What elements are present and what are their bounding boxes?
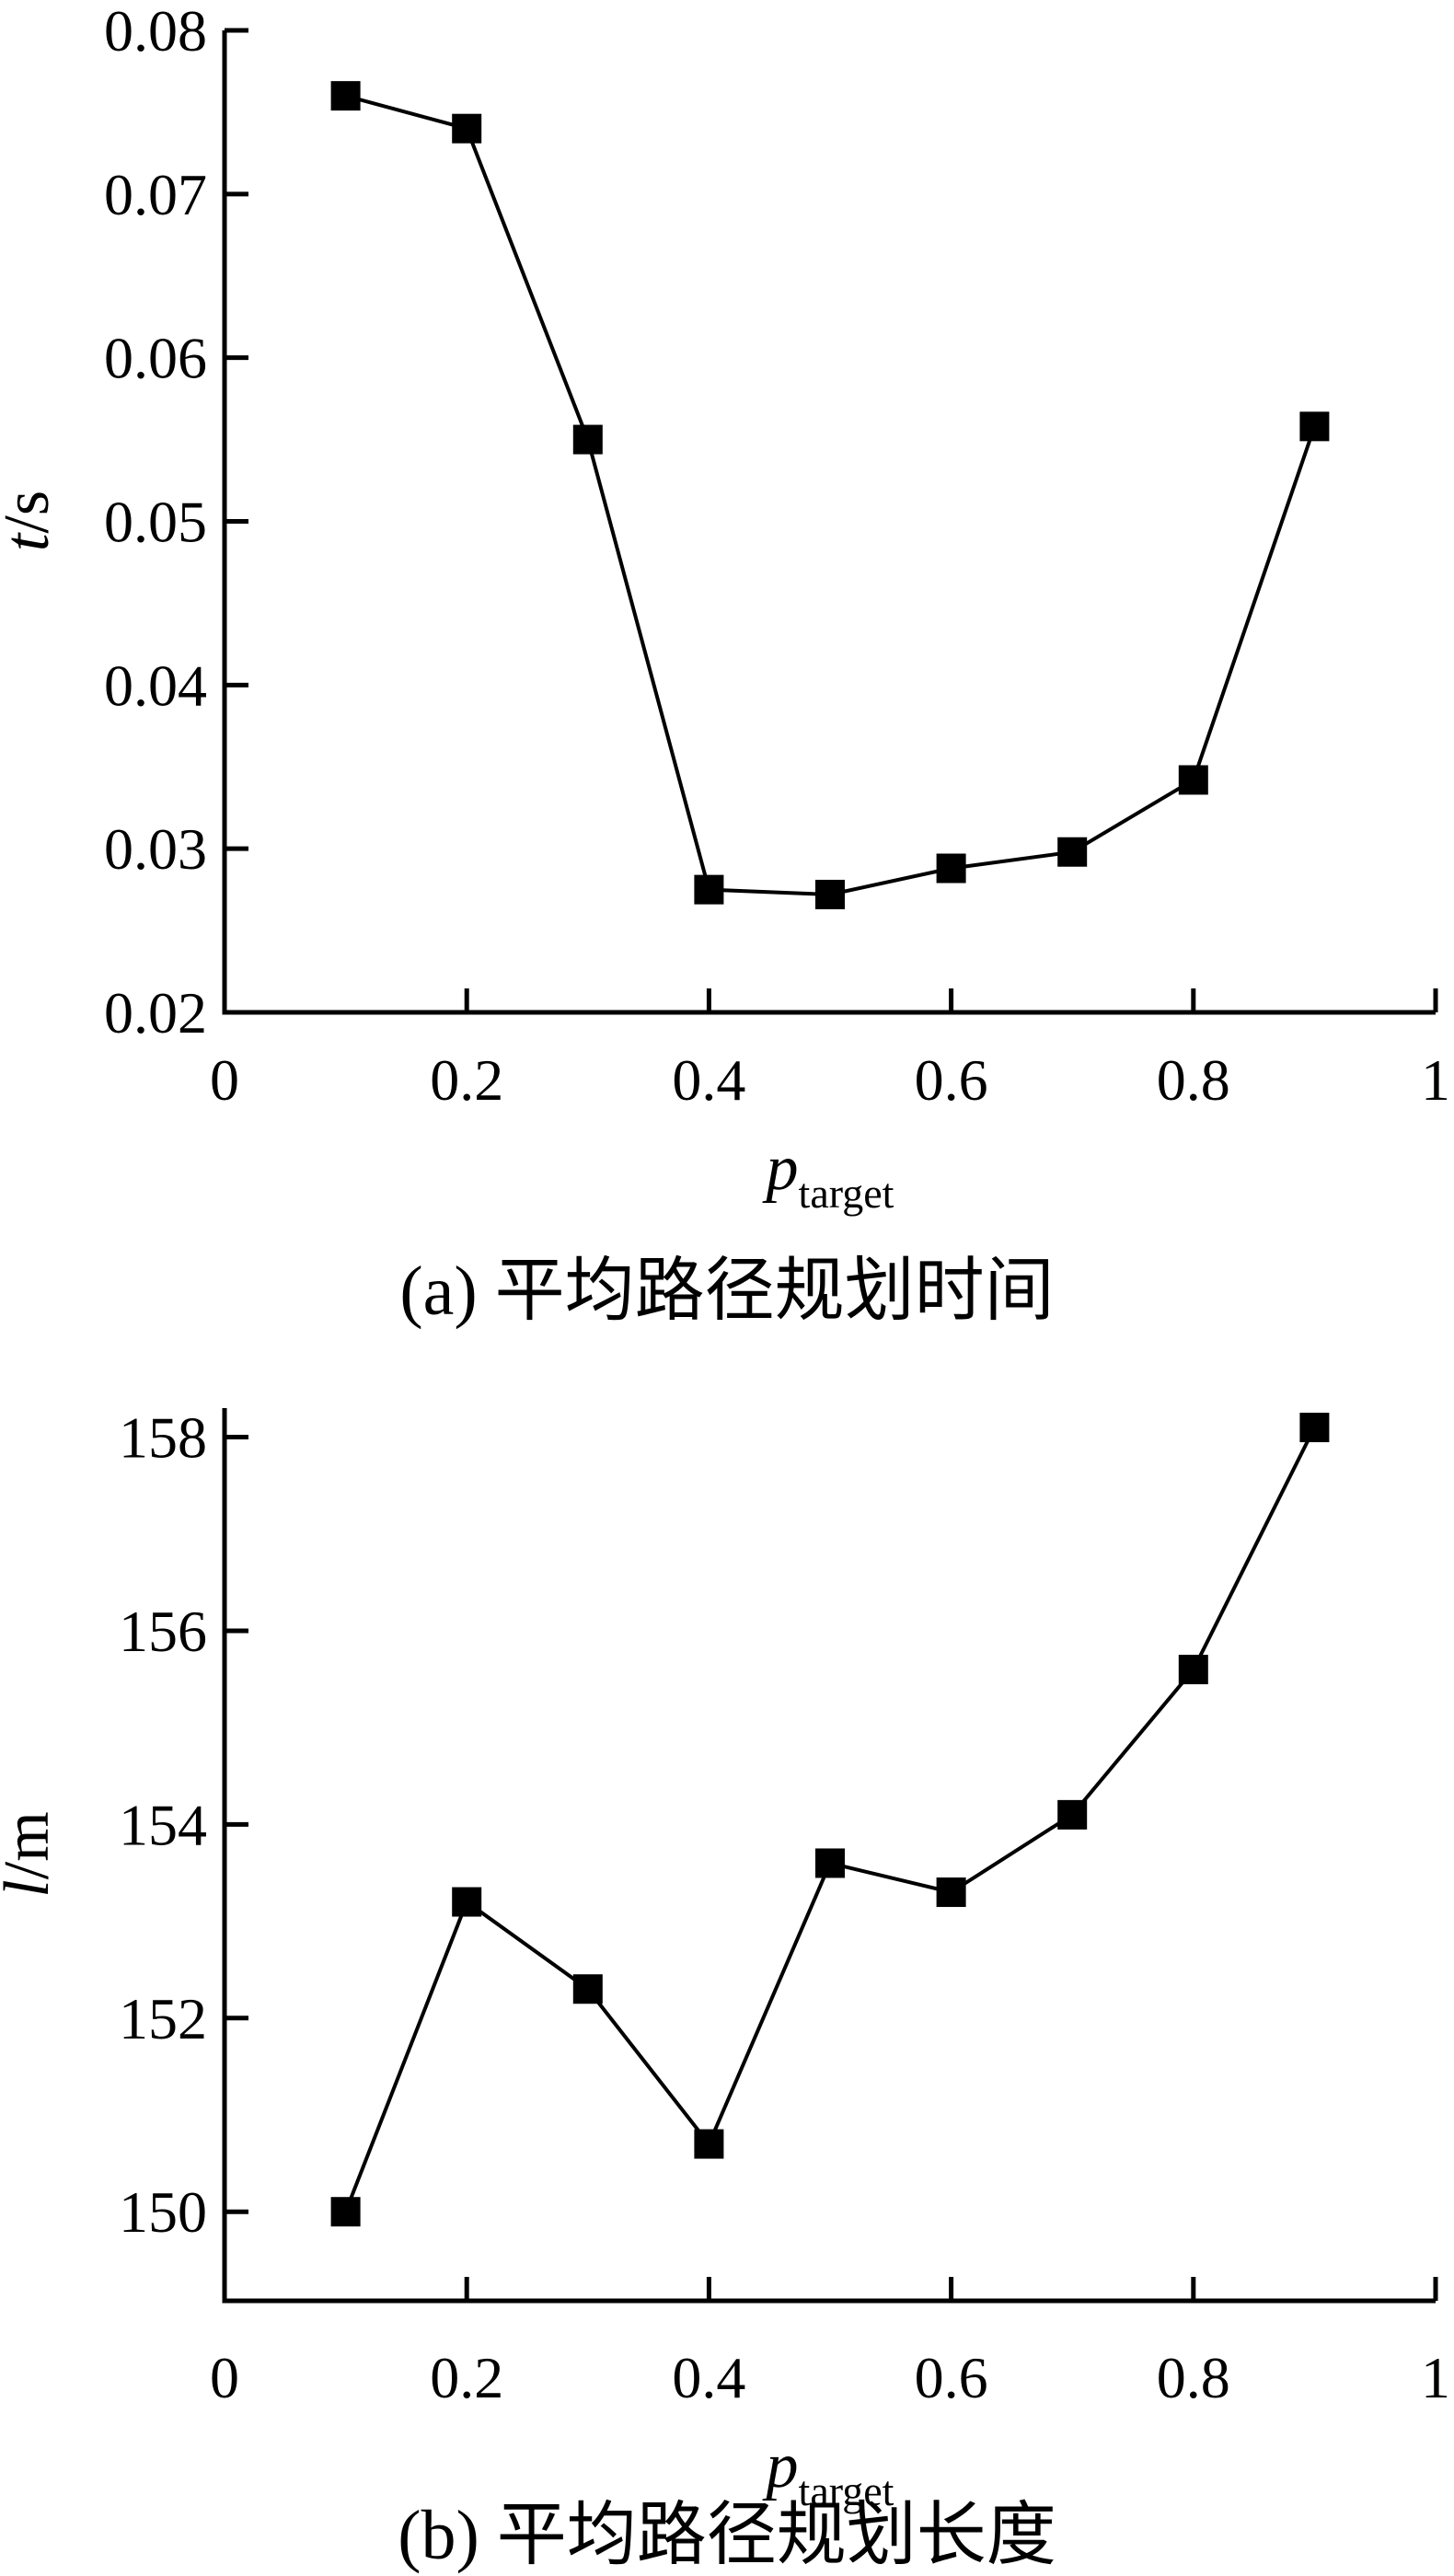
data-point-marker (452, 1887, 482, 1917)
y-axis-unit: /m (0, 1811, 63, 1879)
data-point-marker (694, 874, 724, 905)
data-point-marker (1178, 1655, 1208, 1685)
x-tick-label: 0.6 (915, 1047, 988, 1113)
data-point-marker (815, 1848, 845, 1878)
chart-a-canvas: 0.08 0.07 0.06 0.05 0.04 0.03 0.020 0.2 0.4 0.6 0.… (0, 0, 1450, 1330)
y-tick-label: 156 (119, 1599, 207, 1664)
y-axis-unit: /s (0, 491, 63, 534)
chart-b-canvas: 158 156 154 152 150 0 0.2 0.4 0.6 0.8 1 l/m ptarge… (0, 1405, 1450, 2574)
y-tick-label: 152 (119, 1986, 207, 2051)
data-point-marker (936, 1877, 966, 1908)
data-point-marker (1178, 765, 1208, 795)
data-point-marker (815, 879, 845, 909)
y-tick-label: 158 (119, 1405, 207, 1471)
y-tick-label: 0.05 (104, 490, 207, 555)
y-axis-variable: t (0, 532, 63, 551)
x-axis-subscript: target (799, 2467, 894, 2514)
x-tick-label: 0.6 (915, 2345, 988, 2410)
y-tick-label: 0.07 (104, 162, 207, 227)
chart-a-plot-group: 0.08 0.07 0.06 0.05 0.04 0.03 0.020 0.2 0.4 0.6 0.… (104, 0, 1450, 1113)
data-line (345, 94, 1317, 896)
data-point-marker (936, 853, 966, 884)
x-tick-label: 1 (1421, 1047, 1450, 1113)
x-tick-label: 0 (210, 1047, 239, 1113)
data-point-marker (572, 424, 603, 455)
x-tick-label: 0.8 (1157, 1047, 1230, 1113)
data-point-marker (694, 2129, 724, 2159)
x-tick-label: 1 (1421, 2345, 1450, 2410)
chart-b-plot-group: 158 156 154 152 150 0 0.2 0.4 0.6 0.8 1 (119, 1405, 1450, 2410)
x-axis-variable: p (762, 2431, 799, 2501)
data-point-marker (1057, 837, 1088, 867)
data-point-marker (1299, 1413, 1330, 1443)
chart-a: 0.08 0.07 0.06 0.05 0.04 0.03 0.02 0 0.2 0.4 0.6 0.… (0, 0, 1450, 1330)
y-tick-label: 0.06 (104, 326, 207, 391)
y-tick-label: 0.03 (104, 816, 207, 882)
data-point-marker (452, 113, 482, 144)
chart-b-caption: (b) 平均路径规划长度 (398, 2497, 1056, 2574)
y-tick-label: 0.02 (104, 980, 207, 1045)
y-tick-label: 0.04 (104, 653, 207, 718)
x-axis-subscript: target (799, 1170, 894, 1217)
y-tick-label: 154 (119, 1792, 207, 1857)
data-point-marker (1057, 1799, 1088, 1830)
y-tick-label: 150 (119, 2179, 207, 2245)
chart-a-caption: (a) 平均路径规划时间 (399, 1253, 1054, 1330)
chart-b-x-axis-label: ptarget (762, 2431, 894, 2514)
chart-a-y-axis-label: t/s (0, 491, 63, 551)
data-line (343, 1427, 1317, 2212)
data-point-marker (330, 81, 361, 111)
data-point-marker (572, 1974, 603, 2004)
x-tick-label: 0.4 (672, 2345, 745, 2410)
x-tick-label: 0.4 (672, 1047, 745, 1113)
chart-a-x-axis-label: ptarget (762, 1133, 894, 1217)
y-axis-variable: l (0, 1879, 63, 1897)
x-tick-label: 0.2 (430, 2345, 503, 2410)
data-point-marker (330, 2197, 361, 2227)
x-tick-label: 0.8 (1157, 2345, 1230, 2410)
data-point-marker (1299, 411, 1330, 442)
y-tick-label: 0.08 (104, 0, 207, 64)
x-axis-variable: p (762, 1133, 799, 1204)
chart-b: 158 156 154 152 150 0 0.2 0.4 0.6 0.8 1 l/m ptarge… (0, 1362, 1454, 2576)
chart-b-y-axis-label: l/m (0, 1811, 63, 1897)
x-tick-label: 0.2 (430, 1047, 503, 1113)
x-tick-label: 0 (210, 2345, 239, 2410)
